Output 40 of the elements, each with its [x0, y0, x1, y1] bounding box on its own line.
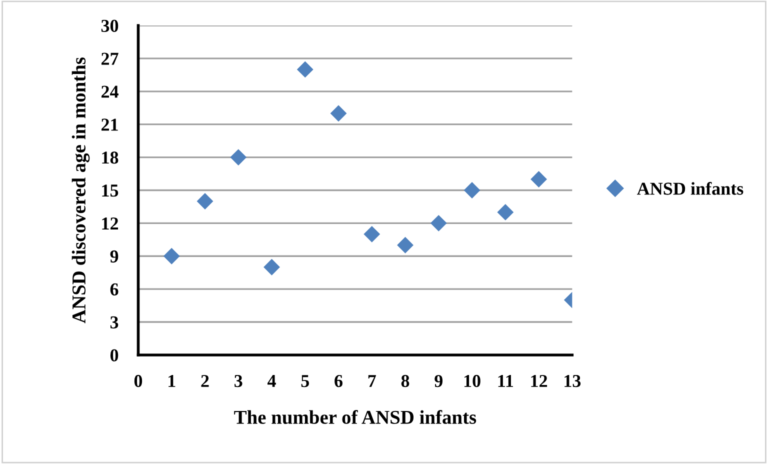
- point: [530, 171, 547, 188]
- x-tick-label: 13: [564, 374, 581, 388]
- y-tick-label: 0: [110, 349, 118, 362]
- x-tick-label: 3: [234, 374, 242, 388]
- point: [364, 226, 380, 242]
- x-axis-title: The number of ANSD infants: [234, 410, 476, 424]
- y-tick-label: 15: [102, 184, 118, 197]
- legend-label: ANSD infants: [636, 182, 744, 195]
- x-tick-label: 12: [531, 374, 548, 387]
- point: [230, 149, 247, 166]
- x-tick-label: 1: [168, 375, 176, 387]
- y-axis-title: ANSD discovered age in months: [72, 57, 90, 324]
- point: [497, 204, 514, 220]
- y-tick-label: 18: [102, 152, 118, 164]
- x-tick-label: 11: [498, 375, 513, 387]
- y-tick-label: 3: [110, 316, 118, 328]
- x-tick-label: 6: [334, 374, 342, 388]
- point: [397, 236, 414, 254]
- y-tick-label: 12: [102, 217, 118, 230]
- y-tick-label: 24: [102, 86, 118, 98]
- x-tick-label: 8: [401, 374, 410, 388]
- point: [264, 258, 280, 276]
- y-tick-label: 9: [110, 250, 118, 263]
- x-tick-label: 9: [434, 374, 443, 388]
- point: [163, 248, 180, 264]
- point: [430, 214, 447, 232]
- y-tick-label: 27: [102, 52, 118, 65]
- x-tick-label: 7: [368, 375, 376, 387]
- point: [330, 105, 347, 122]
- x-tick-label: 5: [301, 375, 309, 388]
- x-tick-label: 0: [134, 374, 142, 388]
- x-tick-label: 2: [201, 374, 209, 387]
- y-tick-label: 30: [101, 20, 118, 32]
- y-tick-label: 6: [110, 283, 118, 296]
- point: [296, 61, 314, 78]
- x-tick-label: 10: [464, 374, 480, 388]
- x-tick-label: 4: [267, 375, 276, 387]
- point: [464, 182, 480, 198]
- y-tick-label: 21: [102, 118, 118, 131]
- point: [196, 193, 214, 210]
